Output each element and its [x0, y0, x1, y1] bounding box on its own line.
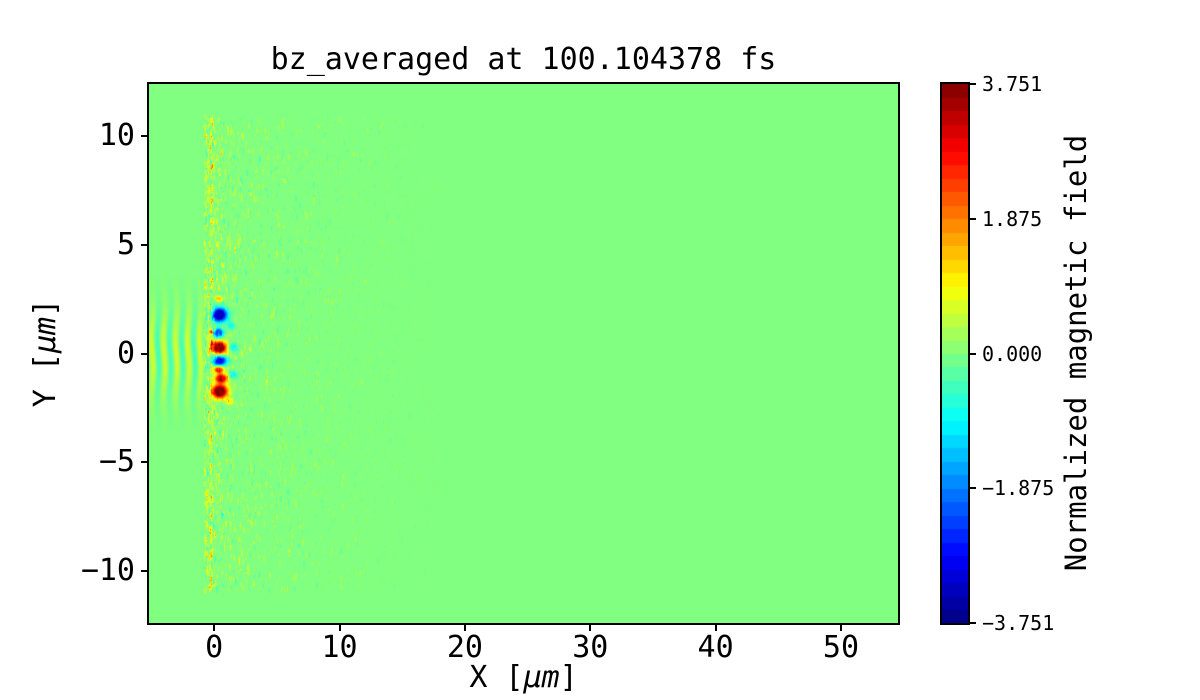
colorbar-tick-mark: [968, 487, 976, 490]
x-tick-label: 40: [697, 630, 734, 665]
colorbar-tick-mark: [968, 352, 976, 355]
y-tick-mark: [141, 243, 149, 246]
x-tick-mark: [839, 623, 842, 631]
y-tick-label: −10: [80, 552, 135, 588]
colorbar-tick-label: 0.000: [982, 341, 1043, 366]
x-tick-label: 20: [446, 630, 483, 665]
y-tick-mark: [141, 352, 149, 355]
y-tick-mark: [141, 135, 149, 138]
x-tick-label: 10: [321, 630, 358, 665]
y-tick-mark: [141, 461, 149, 464]
y-axis-label-mu: μm: [28, 316, 63, 353]
y-axis-label-pre: Y [: [28, 353, 63, 408]
colorbar-tick-mark: [968, 217, 976, 220]
colorbar-label: Normalized magnetic field: [1059, 134, 1093, 572]
y-tick-label: 0: [116, 335, 135, 371]
x-axis-label: X [μm]: [149, 661, 898, 695]
colorbar-tick-label: −1.875: [982, 476, 1055, 501]
x-tick-mark: [463, 623, 466, 631]
y-tick-mark: [141, 569, 149, 572]
x-tick-label: 30: [572, 630, 609, 665]
colorbar-tick-label: −3.751: [982, 611, 1055, 635]
colorbar-tick-mark: [968, 83, 976, 85]
x-axis-label-post: ]: [559, 660, 578, 695]
y-axis-label: Y [μm]: [28, 298, 63, 408]
x-tick-label: 0: [205, 630, 224, 665]
x-tick-mark: [714, 623, 717, 631]
x-tick-mark: [589, 623, 592, 631]
x-tick-mark: [213, 623, 216, 631]
colorbar-tick-label: 3.751: [982, 72, 1043, 96]
x-tick-mark: [338, 623, 341, 631]
colorbar-tick-label: 1.875: [982, 206, 1043, 231]
y-axis-label-post: ]: [28, 298, 63, 317]
x-tick-label: 50: [822, 630, 860, 665]
y-tick-label: 5: [116, 226, 135, 262]
colorbar-tick-mark: [968, 622, 976, 624]
y-tick-label: 10: [98, 118, 135, 154]
x-axis-label-mu: μm: [523, 660, 560, 695]
plot-title: bz_averaged at 100.104378 fs: [270, 42, 777, 77]
y-tick-label: −5: [98, 444, 135, 480]
colorbar: [942, 84, 968, 623]
x-axis-label-pre: X [: [469, 660, 524, 695]
heatmap-canvas: [149, 84, 898, 623]
